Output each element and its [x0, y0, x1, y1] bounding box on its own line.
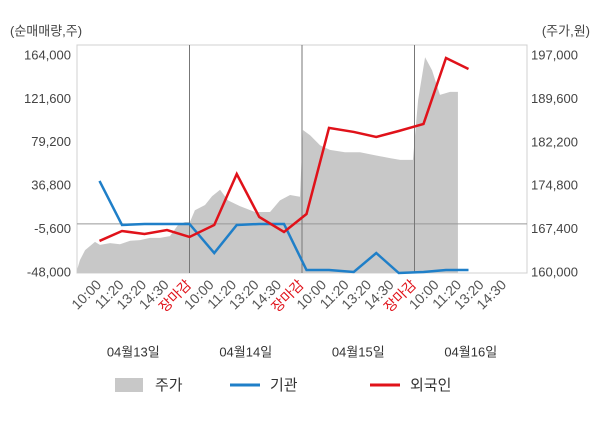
- date-label: 04월14일: [219, 344, 272, 359]
- y2-tick-label: 174,800: [531, 178, 578, 193]
- y-tick-label: 164,000: [24, 47, 71, 62]
- line-series: [98, 56, 470, 243]
- date-label: 04월15일: [332, 344, 385, 359]
- y-tick-label: -5,600: [34, 221, 71, 236]
- y2-tick-label: 189,600: [531, 91, 578, 106]
- y2-tick-label: 160,000: [531, 264, 578, 279]
- y-tick-label: 36,800: [31, 178, 71, 193]
- price-area: [77, 57, 458, 273]
- legend-label: 기관: [270, 377, 298, 394]
- line-series: [98, 180, 469, 275]
- legend-label: 외국인: [410, 377, 451, 394]
- y2-tick-label: 167,400: [531, 221, 578, 236]
- date-label: 04월13일: [107, 344, 160, 359]
- y-tick-label: -48,000: [27, 264, 71, 279]
- y-tick-label: 79,200: [31, 134, 71, 149]
- date-label: 04월16일: [444, 344, 497, 359]
- y-axis-label: (순매매량,주): [10, 23, 82, 38]
- y2-tick-label: 182,200: [531, 134, 578, 149]
- y2-tick-label: 197,000: [531, 48, 578, 63]
- y-tick-label: 121,600: [24, 91, 71, 106]
- y2-axis-label: (주가,원): [542, 23, 590, 38]
- legend-label: 주가: [155, 377, 183, 394]
- legend-swatch: [115, 378, 143, 392]
